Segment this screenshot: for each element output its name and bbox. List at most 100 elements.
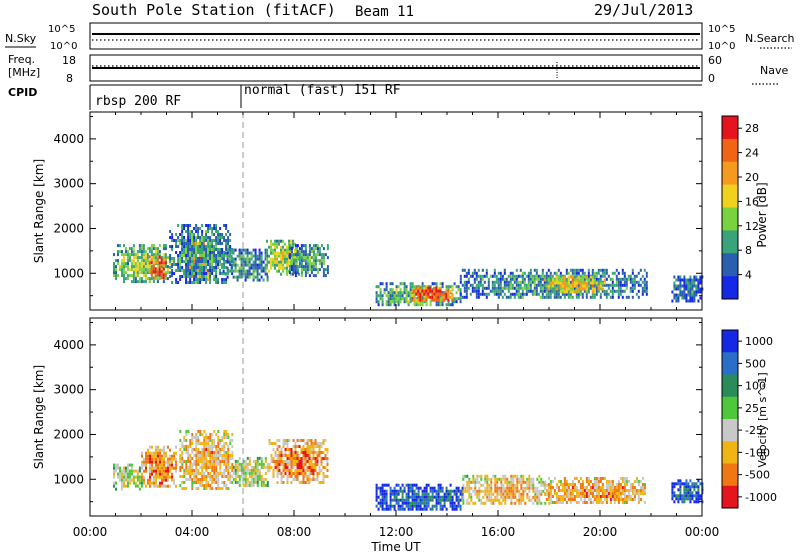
- echo-cell: [161, 472, 163, 476]
- echo-cell: [431, 495, 434, 499]
- echo-cell: [117, 259, 119, 263]
- echo-cell: [681, 284, 684, 288]
- echo-cell: [431, 282, 434, 286]
- echo-cell: [381, 483, 384, 487]
- echo-cell: [699, 296, 702, 300]
- echo-cell: [567, 486, 570, 489]
- echo-cell: [231, 260, 234, 263]
- echo-cell: [197, 430, 200, 433]
- echo-cell: [607, 292, 610, 296]
- echo-cell: [563, 287, 566, 291]
- echo-cell: [320, 457, 323, 460]
- echo-cell: [425, 492, 428, 496]
- echo-cell: [290, 259, 293, 263]
- echo-cell: [501, 286, 504, 290]
- y-tick-label: 4000: [53, 338, 84, 352]
- echo-cell: [495, 289, 498, 293]
- echo-cell: [225, 242, 228, 245]
- echo-cell: [201, 239, 204, 242]
- echo-cell: [142, 259, 145, 263]
- echo-cell: [513, 277, 516, 281]
- echo-cell: [234, 263, 237, 267]
- echo-cell: [413, 298, 416, 302]
- echo-cell: [282, 442, 285, 445]
- echo-cell: [203, 260, 206, 263]
- echo-cell: [179, 242, 182, 245]
- echo-cell: [154, 247, 157, 251]
- echo-cell: [147, 457, 149, 461]
- echo-cell: [191, 478, 194, 481]
- echo-cell: [248, 468, 251, 472]
- echo-cell: [589, 501, 592, 504]
- echo-cell: [242, 462, 245, 466]
- echo-cell: [179, 460, 182, 463]
- echo-cell: [127, 484, 129, 488]
- echo-cell: [244, 468, 247, 472]
- echo-cell: [195, 257, 198, 260]
- echo-cell: [531, 280, 534, 284]
- echo-cell: [491, 283, 494, 287]
- colorbar-swatch: [722, 374, 738, 398]
- echo-cell: [411, 486, 414, 490]
- echo-cell: [171, 239, 174, 242]
- echo-cell: [209, 460, 212, 463]
- echo-cell: [528, 483, 531, 487]
- echo-cell: [296, 478, 299, 481]
- echo-cell: [250, 477, 253, 481]
- echo-cell: [677, 284, 680, 288]
- echo-cell: [567, 278, 570, 282]
- echo-cell: [242, 257, 245, 261]
- echo-cell: [314, 439, 317, 442]
- echo-cell: [264, 251, 267, 255]
- echo-cell: [142, 244, 145, 248]
- echo-cell: [177, 266, 180, 269]
- echo-cell: [127, 478, 129, 482]
- echo-cell: [294, 265, 297, 269]
- echo-cell: [276, 463, 279, 466]
- echo-cell: [675, 497, 678, 501]
- echo-cell: [302, 481, 305, 484]
- echo-cell: [181, 239, 184, 242]
- echo-cell: [480, 489, 483, 493]
- echo-cell: [154, 273, 157, 277]
- echo-cell: [290, 457, 293, 460]
- echo-cell: [543, 280, 546, 284]
- colorbar-swatch: [722, 419, 738, 442]
- echo-cell: [270, 239, 272, 243]
- echo-cell: [211, 260, 214, 263]
- echo-cell: [555, 295, 558, 299]
- echo-cell: [308, 472, 311, 475]
- echo-cell: [549, 284, 552, 288]
- echo-cell: [134, 253, 137, 257]
- echo-cell: [181, 275, 184, 278]
- echo-cell: [486, 489, 489, 493]
- echo-cell: [189, 469, 192, 472]
- echo-cell: [516, 483, 519, 487]
- echo-cell: [215, 227, 218, 230]
- echo-cell: [224, 260, 227, 264]
- echo-cell: [470, 480, 473, 484]
- echo-cell: [201, 484, 204, 487]
- echo-cell: [195, 442, 198, 445]
- echo-cell: [326, 457, 329, 460]
- velocity-ylabel: Slant Range [km]: [32, 365, 46, 469]
- echo-cell: [219, 233, 222, 236]
- echo-cell: [507, 280, 510, 284]
- echo-cell: [258, 248, 261, 252]
- echo-cell: [252, 248, 255, 252]
- echo-cell: [197, 230, 200, 233]
- echo-cell: [391, 291, 394, 295]
- echo-cell: [179, 430, 182, 433]
- echo-cell: [185, 478, 188, 481]
- echo-cell: [185, 463, 188, 466]
- echo-cell: [125, 271, 127, 275]
- echo-cell: [219, 260, 222, 263]
- echo-cell: [575, 501, 578, 504]
- echo-cell: [534, 498, 537, 502]
- echo-cell: [593, 271, 596, 275]
- echo-cell: [407, 501, 410, 505]
- echo-cell: [421, 501, 424, 505]
- echo-cell: [693, 482, 696, 486]
- echo-cell: [229, 251, 232, 254]
- echo-cell: [217, 439, 220, 442]
